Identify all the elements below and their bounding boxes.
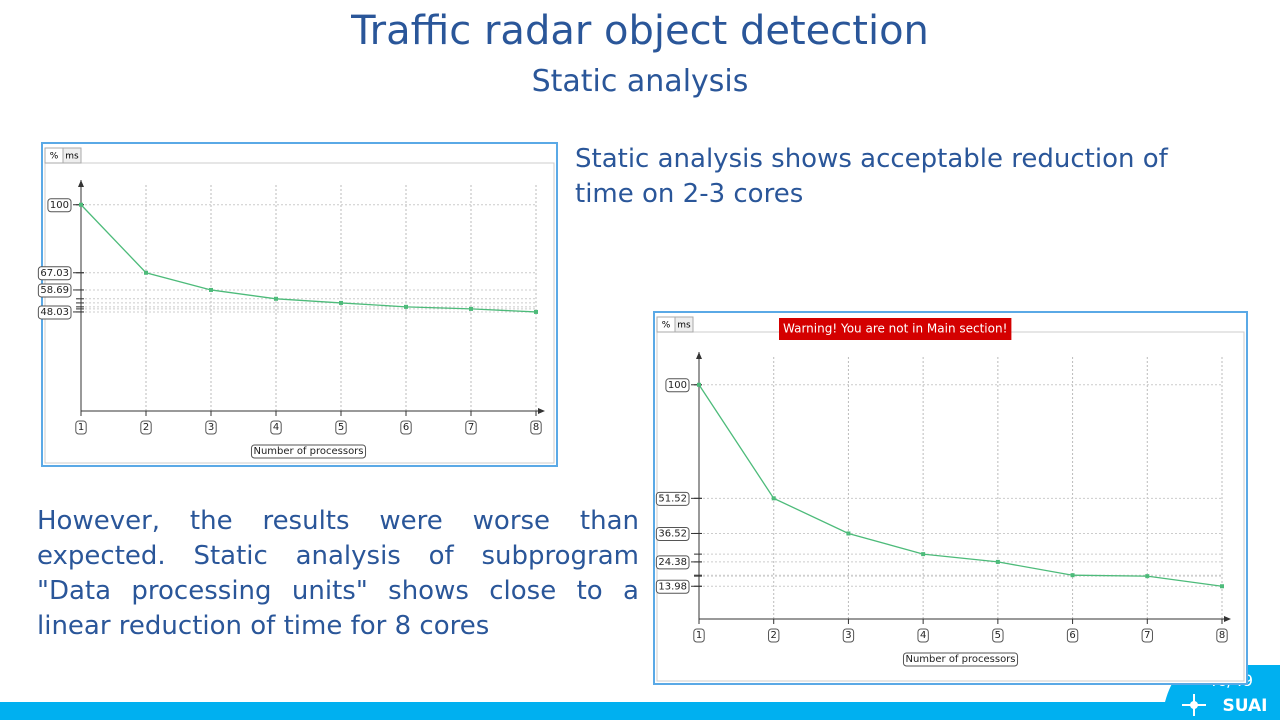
- paragraph: Static analysis shows acceptable reducti…: [575, 144, 1168, 209]
- y-tick-label-box: [655, 555, 690, 570]
- y-tick-label: 67.03: [40, 268, 69, 279]
- x-tick-label: 4: [273, 422, 279, 433]
- y-tick-label-box: [655, 491, 690, 506]
- x-tick-label-box: [992, 628, 1004, 643]
- x-tick-label-box: [842, 628, 855, 643]
- y-tick-label-box: [655, 579, 690, 594]
- x-axis-label-box: [902, 652, 1019, 667]
- slide-title: Traffic radar object detection: [351, 8, 929, 54]
- x-tick-label: 8: [1219, 630, 1225, 641]
- x-tick-label: 1: [696, 630, 702, 641]
- x-tick-label: 3: [845, 630, 851, 641]
- x-arrow: [538, 408, 545, 414]
- point: [921, 552, 926, 557]
- x-tick-label: 6: [1069, 630, 1075, 641]
- x-tick-label-box: [400, 420, 412, 435]
- x-tick-label: 7: [1144, 630, 1150, 641]
- y-tick-label: 24.38: [658, 557, 687, 568]
- x-tick-label-box: [1141, 628, 1153, 643]
- point: [144, 270, 148, 275]
- x-tick-label: 7: [468, 422, 474, 433]
- point: [771, 496, 776, 501]
- x-tick-label-box: [465, 420, 477, 435]
- chart-frame: [41, 142, 558, 467]
- point: [534, 309, 538, 314]
- tab-label: ms: [677, 321, 691, 331]
- x-axis-label: Number of processors: [253, 446, 363, 457]
- point: [79, 202, 83, 207]
- footer-bar: [0, 702, 1280, 720]
- y-arrow: [78, 180, 84, 187]
- line: [698, 384, 1223, 587]
- x-tick-label-box: [335, 420, 347, 435]
- x-tick-label-box: [768, 628, 780, 643]
- x-tick-label-box: [205, 420, 217, 435]
- y-tick-label-box: [47, 198, 72, 213]
- point: [404, 304, 408, 309]
- x-tick-label: 2: [143, 422, 149, 433]
- slide-subtitle: Static analysis: [531, 64, 749, 99]
- x-tick-label-box: [693, 628, 705, 643]
- x-tick-label: 8: [533, 422, 539, 433]
- point: [1145, 574, 1150, 579]
- x-arrow: [1224, 616, 1231, 622]
- tab: [62, 147, 82, 164]
- y-tick-label: 48.03: [40, 307, 69, 318]
- x-tick-label-box: [140, 420, 152, 435]
- x-tick-label: 5: [995, 630, 1001, 641]
- y-tick-label: 58.69: [40, 285, 69, 296]
- y-tick-label: 100: [50, 200, 69, 211]
- line: [80, 204, 537, 313]
- y-tick-label-box: [37, 283, 72, 298]
- point: [697, 382, 701, 387]
- y-tick-label: 100: [668, 380, 687, 391]
- point: [1070, 573, 1075, 578]
- x-tick-label: 4: [920, 630, 926, 641]
- x-tick-label-box: [1216, 628, 1228, 643]
- point: [339, 300, 343, 305]
- chart-frame: [653, 311, 1248, 685]
- y-tick-label: 51.52: [658, 493, 687, 504]
- point: [274, 296, 278, 301]
- y-tick-label: 36.52: [658, 528, 687, 539]
- point: [209, 287, 213, 292]
- tab-label: ms: [65, 152, 79, 162]
- paragraph: However, the results were worse than exp…: [37, 506, 639, 641]
- x-tick-label-box: [270, 420, 282, 435]
- x-tick-label-box: [1066, 628, 1079, 643]
- x-axis-label-box: [250, 444, 367, 459]
- point: [469, 306, 473, 311]
- warning: Warning! You are not in Main section!: [783, 322, 1007, 336]
- x-tick-label-box: [75, 420, 87, 435]
- y-tick-label-box: [665, 378, 690, 393]
- x-tick-label: 3: [208, 422, 214, 433]
- x-axis-label: Number of processors: [905, 654, 1015, 665]
- tab-label: %: [662, 321, 671, 331]
- y-tick-label-box: [37, 305, 72, 320]
- y-tick-label: 13.98: [658, 581, 687, 592]
- y-tick-label-box: [37, 266, 72, 281]
- y-arrow: [696, 352, 702, 359]
- point: [846, 531, 851, 536]
- point: [995, 559, 1000, 564]
- tab-label: %: [50, 152, 59, 162]
- tab: [674, 316, 694, 333]
- x-tick-label: 1: [78, 422, 84, 433]
- x-tick-label: 6: [403, 422, 409, 433]
- warning-bg: [779, 318, 1012, 340]
- x-tick-label-box: [530, 420, 542, 435]
- logo-icon: [1182, 694, 1206, 716]
- x-tick-label: 2: [771, 630, 777, 641]
- y-tick-label-box: [655, 526, 690, 541]
- logo-text: SUAI: [1222, 696, 1267, 716]
- point: [1220, 584, 1224, 589]
- x-tick-label: 5: [338, 422, 344, 433]
- x-tick-label-box: [917, 628, 929, 643]
